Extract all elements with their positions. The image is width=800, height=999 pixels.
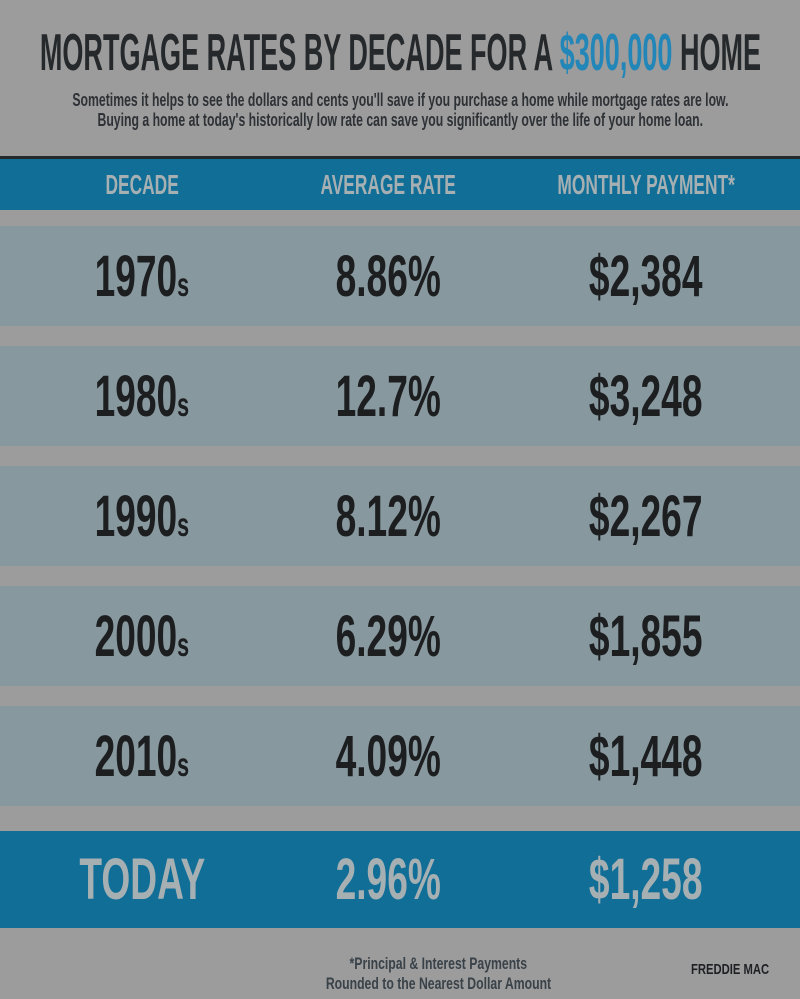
payment-cell: $1,258	[589, 847, 703, 912]
decade-cell: 1990s	[94, 483, 190, 549]
rate-cell: 8.12%	[335, 483, 441, 549]
rate-cell: 8.86%	[335, 243, 441, 309]
table-row-1990s: 1990s 8.12% $2,267	[0, 466, 800, 566]
column-header-decade: DECADE	[105, 168, 179, 200]
page-title: MORTGAGE RATES BY DECADE FOR A $300,000 …	[39, 27, 760, 79]
decade-cell: 2010s	[94, 723, 190, 789]
title-suffix: HOME	[671, 24, 761, 82]
table-row-1980s: 1980s 12.7% $3,248	[0, 346, 800, 446]
column-header-average-rate: AVERAGE RATE	[320, 168, 456, 200]
payment-cell: $3,248	[589, 363, 703, 429]
rate-cell: 2.96%	[335, 847, 441, 912]
table-row-2010s: 2010s 4.09% $1,448	[0, 706, 800, 806]
subtitle-line-2: Buying a home at today's historically lo…	[97, 110, 703, 130]
decade-cell: 1980s	[94, 363, 190, 429]
rate-cell: 12.7%	[335, 363, 441, 429]
rate-cell: 4.09%	[335, 723, 441, 789]
infographic-footer: *Principal & Interest Payments Rounded t…	[0, 954, 800, 994]
data-source-label: FREDDIE MAC	[690, 961, 770, 978]
rate-cell: 6.29%	[335, 603, 441, 669]
rates-table: 1970s 8.86% $2,384 1980s 12.7% $3,248 19…	[0, 226, 800, 928]
payment-cell: $2,384	[589, 243, 703, 309]
column-header-monthly-payment: MONTHLY PAYMENT*	[557, 168, 735, 200]
payment-cell: $1,448	[589, 723, 703, 789]
subtitle-line-1: Sometimes it helps to see the dollars an…	[71, 90, 729, 110]
payment-cell: $2,267	[589, 483, 703, 549]
table-row-today-highlight: TODAY 2.96% $1,258	[0, 831, 800, 928]
footnote: *Principal & Interest Payments Rounded t…	[0, 954, 800, 994]
payment-cell: $1,855	[589, 603, 703, 669]
footnote-line-1: *Principal & Interest Payments	[349, 954, 527, 973]
table-row-1970s: 1970s 8.86% $2,384	[0, 226, 800, 326]
infographic-header: MORTGAGE RATES BY DECADE FOR A $300,000 …	[0, 0, 800, 130]
decade-cell: TODAY	[79, 847, 205, 912]
title-prefix: MORTGAGE RATES BY DECADE FOR A	[39, 24, 560, 82]
decade-cell: 1970s	[94, 243, 190, 309]
footnote-line-2: Rounded to the Nearest Dollar Amount	[325, 974, 551, 993]
decade-cell: 2000s	[94, 603, 190, 669]
title-price-accent: $300,000	[559, 24, 672, 82]
subtitle: Sometimes it helps to see the dollars an…	[0, 90, 800, 130]
table-row-2000s: 2000s 6.29% $1,855	[0, 586, 800, 686]
table-header-row: DECADE AVERAGE RATE MONTHLY PAYMENT*	[0, 156, 800, 210]
